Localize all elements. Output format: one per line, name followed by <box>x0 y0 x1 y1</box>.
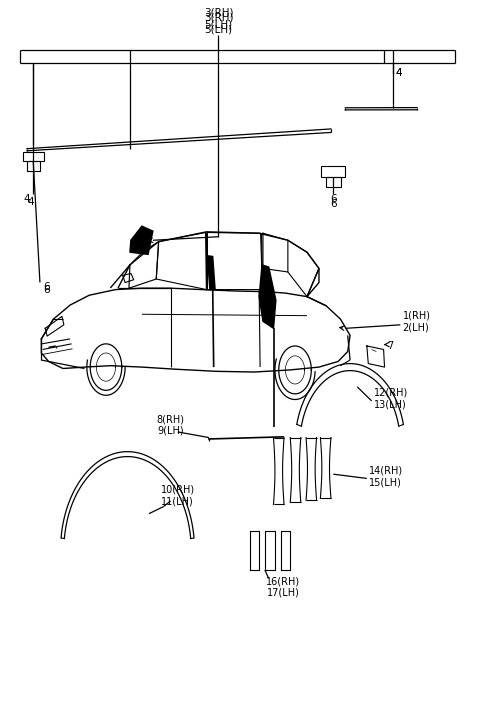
Text: 6: 6 <box>43 285 49 294</box>
Text: 3(RH)
5(LH): 3(RH) 5(LH) <box>204 8 233 29</box>
Text: 4: 4 <box>396 68 402 78</box>
Bar <box>322 167 345 176</box>
Text: 4: 4 <box>396 68 402 78</box>
Bar <box>325 176 341 186</box>
Text: 6: 6 <box>330 198 336 208</box>
Text: 12(RH)
13(LH): 12(RH) 13(LH) <box>374 388 408 409</box>
Text: 7: 7 <box>387 341 394 351</box>
Polygon shape <box>130 226 153 254</box>
Bar <box>26 162 40 171</box>
Bar <box>23 152 44 162</box>
Text: 3(RH)
5(LH): 3(RH) 5(LH) <box>204 13 233 34</box>
Text: 1(RH)
2(LH): 1(RH) 2(LH) <box>403 311 431 332</box>
Text: 6: 6 <box>330 194 336 205</box>
Text: 10(RH)
11(LH): 10(RH) 11(LH) <box>161 484 195 506</box>
Polygon shape <box>207 256 215 289</box>
Text: 8(RH)
9(LH): 8(RH) 9(LH) <box>156 414 185 436</box>
Text: 14(RH)
15(LH): 14(RH) 15(LH) <box>369 465 403 487</box>
Text: 4: 4 <box>27 196 34 207</box>
Polygon shape <box>259 265 276 328</box>
Text: 6: 6 <box>43 282 49 292</box>
Text: 16(RH)
17(LH): 16(RH) 17(LH) <box>266 576 300 598</box>
Text: 4: 4 <box>24 194 30 205</box>
